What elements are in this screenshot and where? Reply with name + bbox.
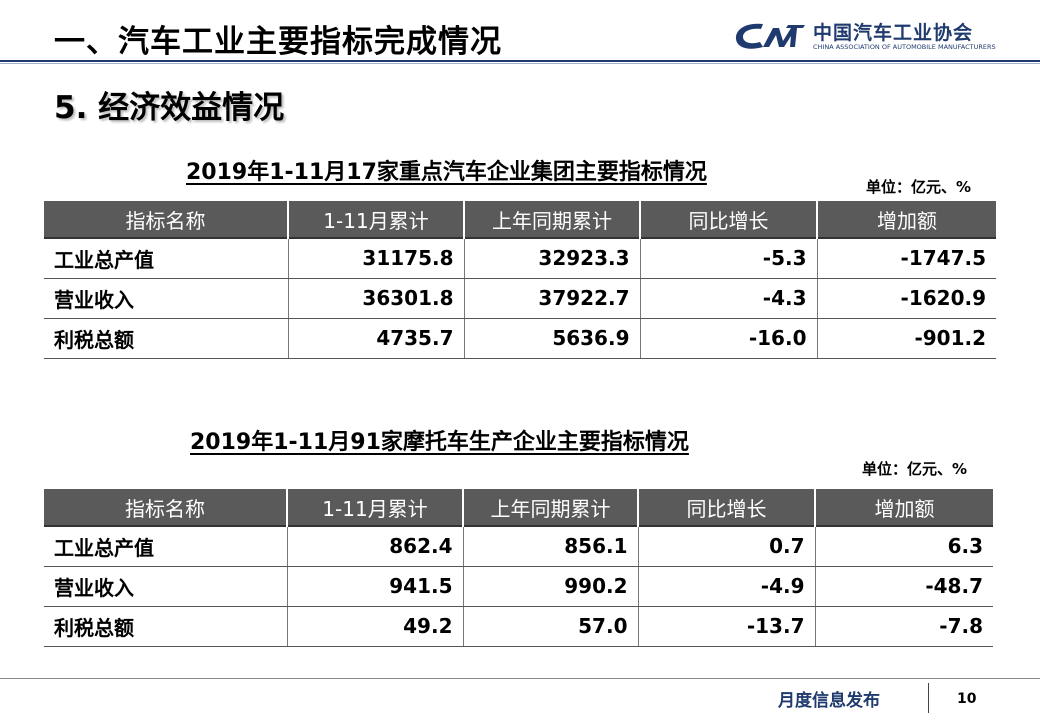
table-cell: -5.3	[640, 237, 818, 279]
table-row: 利税总额 49.2 57.0 -13.7 -7.8	[44, 606, 993, 647]
logo-name-en: CHINA ASSOCIATION OF AUTOMOBILE MANUFACT…	[813, 43, 996, 51]
table-header-row: 指标名称 1-11月累计 上年同期累计 同比增长 增加额	[44, 489, 993, 526]
table-row: 营业收入 36301.8 37922.7 -4.3 -1620.9	[44, 278, 996, 319]
table-cell: 57.0	[463, 606, 639, 647]
table-cell: -13.7	[638, 606, 816, 647]
footer-separator	[928, 683, 929, 713]
table-cell: 6.3	[815, 525, 993, 567]
table-cell: 941.5	[287, 566, 464, 607]
table-cell: 36301.8	[288, 278, 465, 319]
unit-label: 单位：亿元、%	[862, 460, 968, 478]
footer-divider	[0, 678, 1040, 679]
table-cell: -16.0	[640, 318, 818, 359]
table-row: 营业收入 941.5 990.2 -4.9 -48.7	[44, 566, 993, 607]
table-title: 2019年1-11月17家重点汽车企业集团主要指标情况	[186, 160, 707, 185]
unit-label: 单位：亿元、%	[866, 178, 972, 196]
column-header: 同比增长	[640, 201, 818, 238]
table-cell: -48.7	[815, 566, 993, 607]
table-cell: 0.7	[638, 525, 816, 567]
table-cell: -901.2	[817, 318, 996, 359]
footer-label: 月度信息发布	[778, 691, 880, 711]
column-header: 1-11月累计	[287, 489, 464, 526]
caam-logo: 中国汽车工业协会 CHINA ASSOCIATION OF AUTOMOBILE…	[733, 17, 996, 57]
page-number: 10	[957, 691, 977, 707]
table-cell: -1620.9	[817, 278, 996, 319]
column-header: 上年同期累计	[464, 201, 641, 238]
table-header-row: 指标名称 1-11月累计 上年同期累计 同比增长 增加额	[44, 201, 996, 238]
table-cell: -1747.5	[817, 237, 996, 279]
table-row: 工业总产值 31175.8 32923.3 -5.3 -1747.5	[44, 237, 996, 279]
header-divider	[0, 60, 1040, 62]
row-label: 营业收入	[44, 566, 288, 607]
column-header: 指标名称	[44, 201, 289, 238]
table-cell: 5636.9	[464, 318, 641, 359]
column-header: 指标名称	[44, 489, 288, 526]
column-header: 增加额	[815, 489, 993, 526]
row-label: 工业总产值	[44, 237, 289, 279]
table-row: 工业总产值 862.4 856.1 0.7 6.3	[44, 525, 993, 567]
table-cell: -7.8	[815, 606, 993, 647]
column-header: 上年同期累计	[463, 489, 639, 526]
table-cell: 856.1	[463, 525, 639, 567]
caam-logo-icon	[735, 23, 805, 49]
row-label: 工业总产值	[44, 525, 288, 567]
column-header: 同比增长	[638, 489, 816, 526]
table-cell: -4.9	[638, 566, 816, 607]
column-header: 增加额	[817, 201, 996, 238]
logo-name-cn: 中国汽车工业协会	[813, 22, 974, 44]
section-title: 5. 经济效益情况	[54, 90, 285, 126]
slide-title: 一、汽车工业主要指标完成情况	[54, 24, 502, 60]
table-title: 2019年1-11月91家摩托车生产企业主要指标情况	[190, 430, 689, 455]
motorcycle-table: 指标名称 1-11月累计 上年同期累计 同比增长 增加额 工业总产值 862.4…	[44, 489, 993, 647]
row-label: 利税总额	[44, 606, 288, 647]
table-cell: 49.2	[287, 606, 464, 647]
table-cell: 32923.3	[464, 237, 641, 279]
table-cell: 31175.8	[288, 237, 465, 279]
table-cell: -4.3	[640, 278, 818, 319]
column-header: 1-11月累计	[288, 201, 465, 238]
row-label: 利税总额	[44, 318, 289, 359]
table-row: 利税总额 4735.7 5636.9 -16.0 -901.2	[44, 318, 996, 359]
auto-groups-table: 指标名称 1-11月累计 上年同期累计 同比增长 增加额 工业总产值 31175…	[44, 201, 996, 359]
table-cell: 4735.7	[288, 318, 465, 359]
table-cell: 862.4	[287, 525, 464, 567]
table-cell: 37922.7	[464, 278, 641, 319]
header-divider-light	[0, 63, 1040, 64]
table-cell: 990.2	[463, 566, 639, 607]
row-label: 营业收入	[44, 278, 289, 319]
